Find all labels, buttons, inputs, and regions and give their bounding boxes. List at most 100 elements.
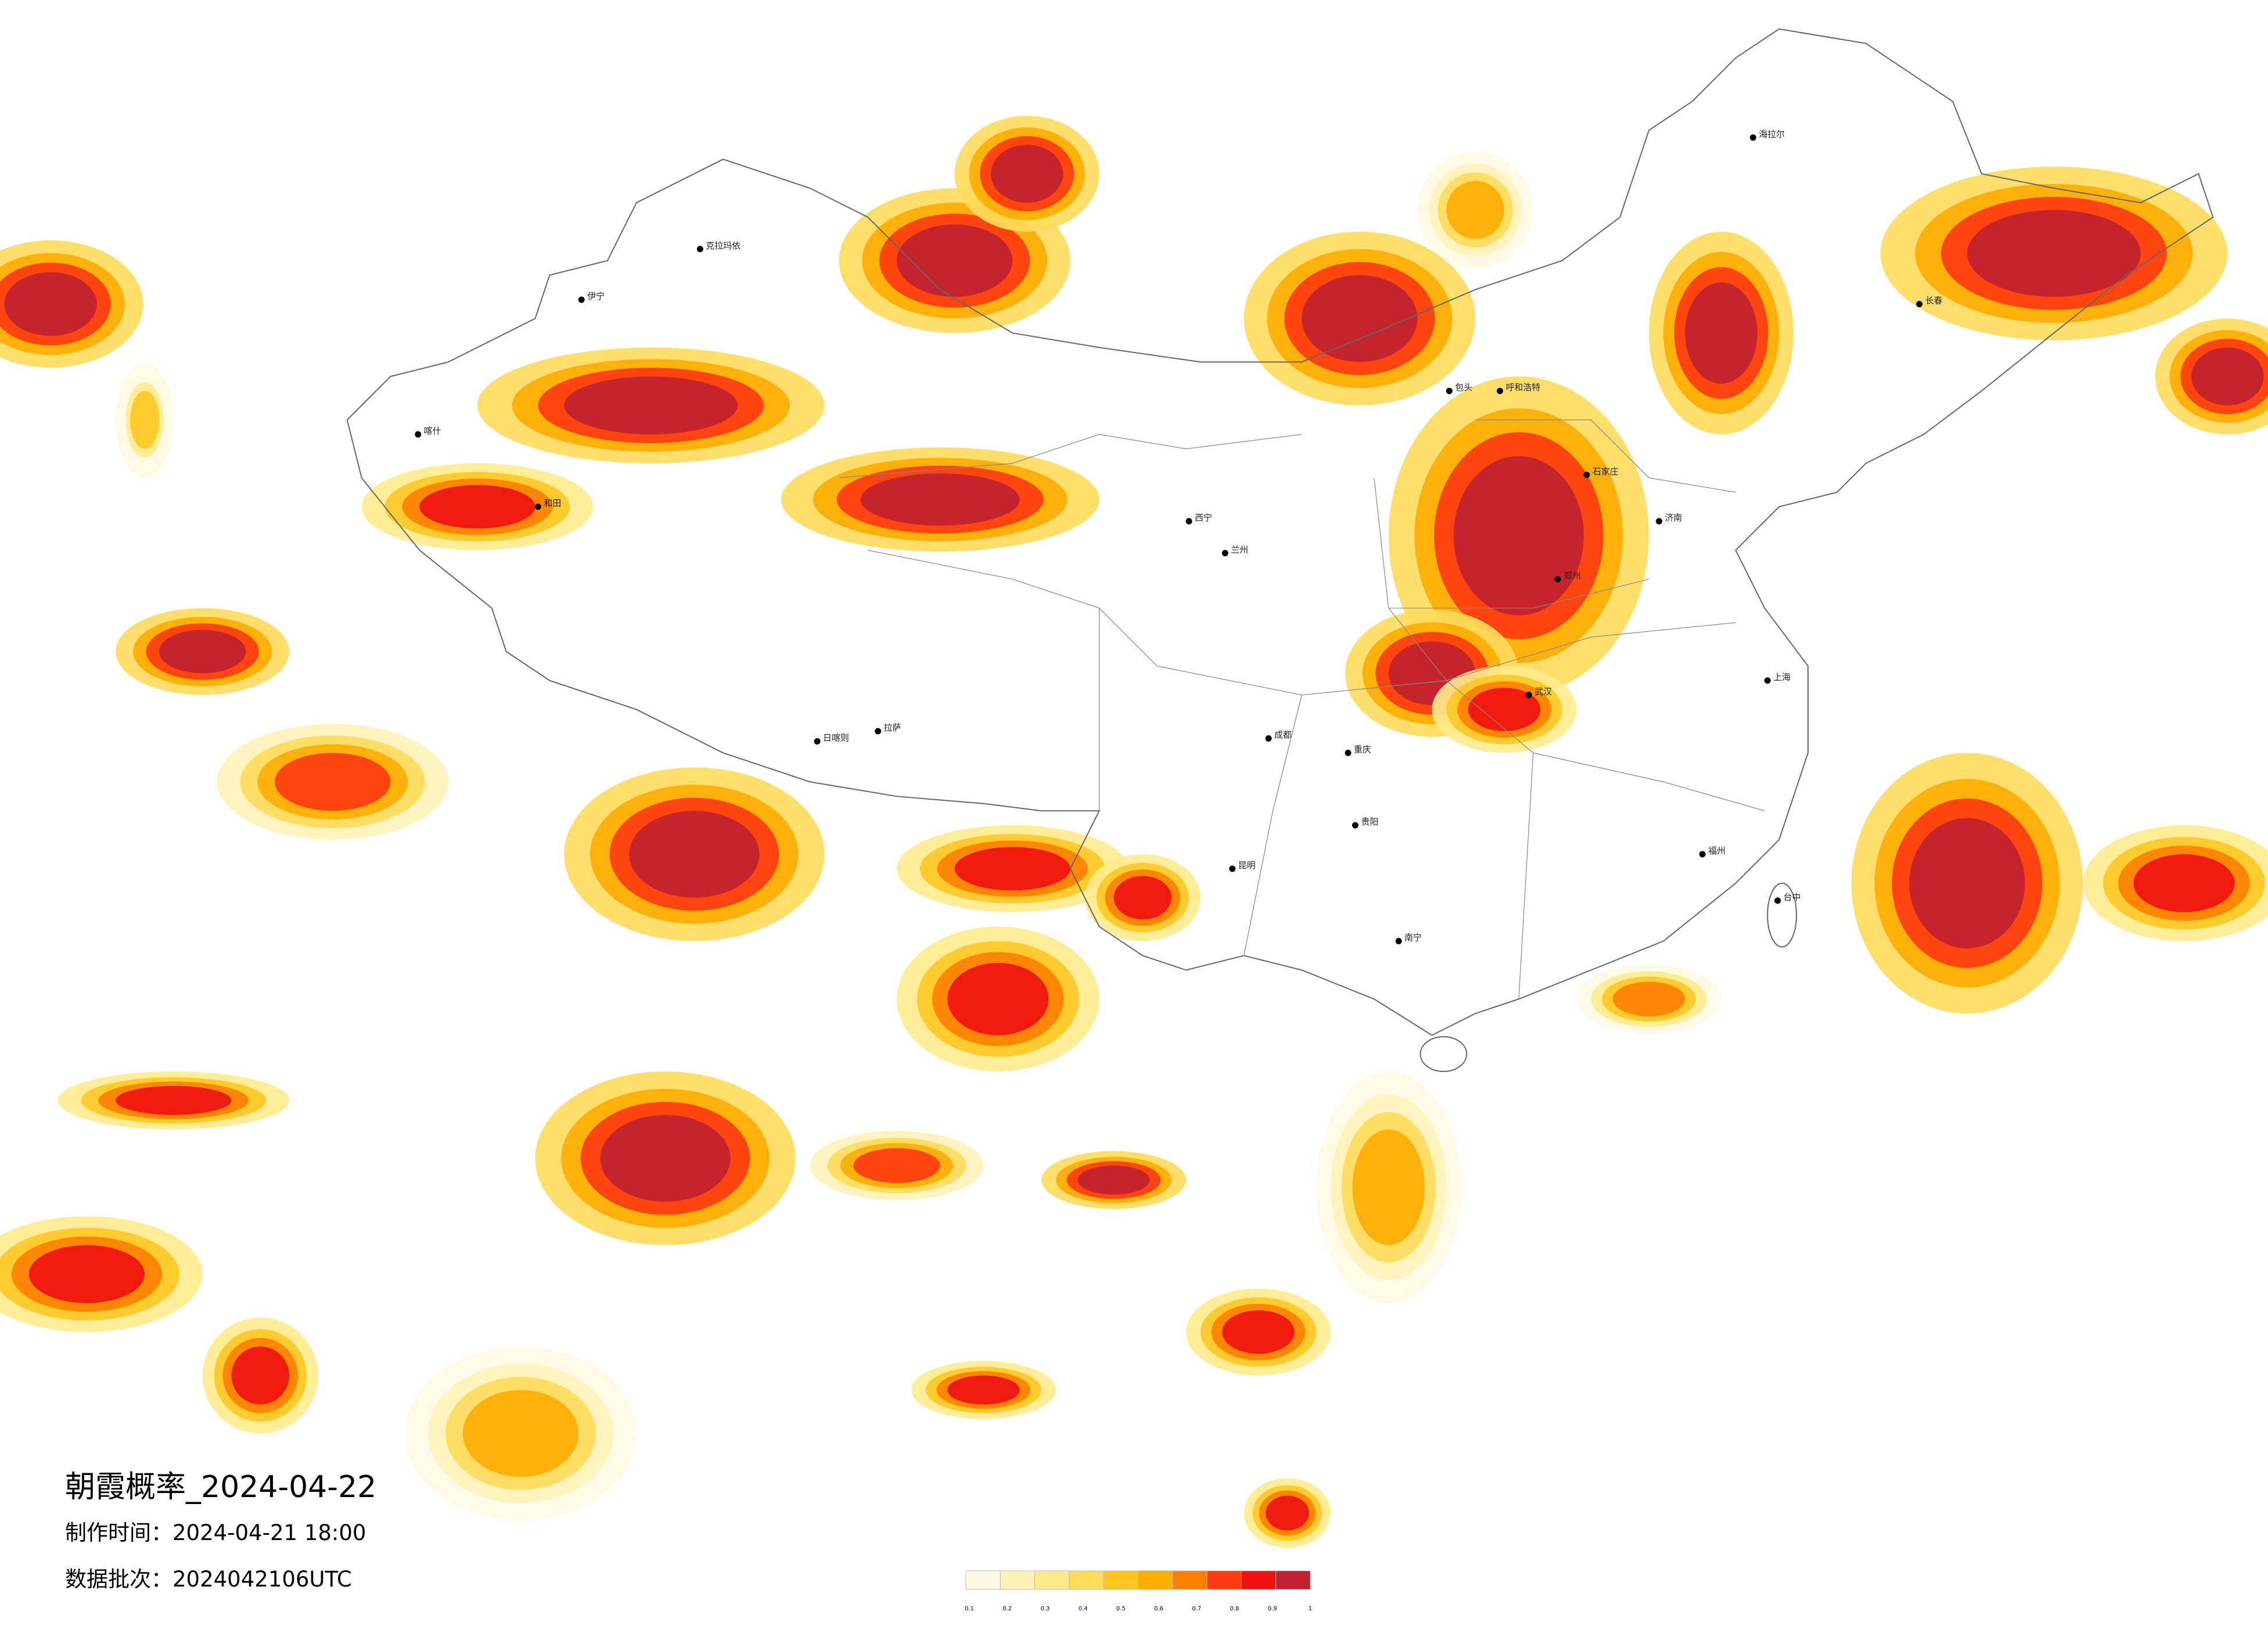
probability-blob xyxy=(231,1346,290,1405)
city-dot xyxy=(1916,301,1923,308)
probability-blob xyxy=(990,145,1063,203)
city-label: 台中 xyxy=(1784,892,1801,902)
colorbar-tick-label: 0.6 xyxy=(1154,1606,1163,1612)
city-dot xyxy=(1699,851,1706,858)
city-dot xyxy=(1352,822,1358,829)
probability-blob xyxy=(1612,981,1685,1017)
colorbar-tick-label: 0.4 xyxy=(1079,1606,1088,1612)
city-label: 郑州 xyxy=(1563,570,1581,581)
probability-blob xyxy=(275,753,391,811)
city-dot xyxy=(1583,472,1590,479)
colorbar-swatch xyxy=(1034,1570,1070,1590)
probability-blob xyxy=(1685,282,1757,384)
city-dot xyxy=(1497,387,1504,394)
colorbar-swatch xyxy=(1275,1570,1311,1590)
probability-blob xyxy=(947,963,1049,1035)
city-dot xyxy=(1525,692,1532,699)
city-dot xyxy=(1764,677,1771,684)
city-label: 长春 xyxy=(1925,296,1943,306)
colorbar-tick-label: 0.9 xyxy=(1268,1606,1277,1612)
city-dot xyxy=(1185,518,1192,525)
probability-blob xyxy=(1077,1165,1150,1195)
probability-blob xyxy=(1453,456,1584,616)
city-dot xyxy=(578,296,585,303)
probability-field xyxy=(0,116,2268,1548)
city-dot xyxy=(1221,549,1228,556)
probability-blob xyxy=(564,376,738,434)
city-label: 济南 xyxy=(1665,513,1682,523)
made-time: 制作时间：2024-04-21 18:00 xyxy=(65,1520,366,1545)
city-label: 石家庄 xyxy=(1593,466,1619,477)
city-dot xyxy=(1395,938,1402,945)
colorbar-swatch xyxy=(1206,1570,1242,1590)
city-label: 上海 xyxy=(1773,672,1791,682)
probability-blob xyxy=(1113,876,1172,920)
probability-blob xyxy=(954,847,1070,891)
probability-blob xyxy=(4,272,97,336)
colorbar-swatch xyxy=(1241,1570,1277,1590)
colorbar-swatch xyxy=(965,1570,1001,1590)
probability-blob xyxy=(1446,181,1505,239)
colorbar-tick-label: 1 xyxy=(1309,1606,1312,1612)
colorbar-tick-label: 0.8 xyxy=(1230,1606,1239,1612)
colorbar-tick-label: 0.2 xyxy=(1002,1606,1012,1612)
probability-blob xyxy=(159,629,246,674)
probability-blob xyxy=(1967,210,2141,297)
city-label: 南宁 xyxy=(1404,933,1422,943)
colorbar-tick-label: 0.5 xyxy=(1116,1606,1126,1612)
city-label: 西宁 xyxy=(1195,513,1212,523)
probability-blob xyxy=(897,224,1013,297)
city-dot xyxy=(1749,134,1756,141)
city-dot xyxy=(1229,865,1236,872)
colorbar-swatch xyxy=(1138,1570,1173,1590)
city-dot xyxy=(1554,575,1561,582)
city-dot xyxy=(1265,735,1272,742)
city-label: 拉萨 xyxy=(884,722,901,733)
city-label: 武汉 xyxy=(1534,686,1552,697)
city-label: 福州 xyxy=(1708,846,1726,856)
city-dot xyxy=(814,738,821,745)
probability-blob xyxy=(600,1114,731,1202)
colorbar-tick-label: 0.3 xyxy=(1040,1606,1049,1612)
city-label: 和田 xyxy=(544,498,561,509)
colorbar-swatch xyxy=(1000,1570,1036,1590)
city-dot xyxy=(415,431,422,438)
city-label: 喀什 xyxy=(424,426,441,436)
colorbar-swatch xyxy=(1172,1570,1207,1590)
city-dot xyxy=(696,246,703,253)
probability-blob xyxy=(1222,1310,1295,1354)
colorbar-tick-label: 0.1 xyxy=(965,1606,974,1612)
probability-blob xyxy=(116,1085,232,1115)
city-label: 兰州 xyxy=(1231,544,1248,555)
probability-blob xyxy=(1352,1129,1425,1246)
city-dot xyxy=(1656,518,1662,525)
city-dot xyxy=(1774,897,1781,904)
province-lines xyxy=(839,419,1765,999)
colorbar-swatch xyxy=(1069,1570,1104,1590)
city-label: 成都 xyxy=(1274,730,1292,740)
city-label: 海拉尔 xyxy=(1759,129,1785,139)
map-title: 朝霞概率_2024-04-22 xyxy=(65,1470,376,1505)
city-label: 伊宁 xyxy=(587,291,605,301)
probability-blob xyxy=(28,1245,145,1303)
batch: 数据批次：2024042106UTC xyxy=(65,1567,352,1592)
country-outline xyxy=(346,28,2214,1036)
colorbar-swatch xyxy=(1103,1570,1138,1590)
probability-blob xyxy=(2191,347,2264,406)
probability-blob xyxy=(853,1148,940,1183)
probability-blob xyxy=(2133,854,2235,912)
colorbar: 0.1 0.2 0.3 0.4 0.5 0.6 0.7 0.8 0.9 1 xyxy=(965,1570,1312,1612)
city-dot xyxy=(534,503,541,510)
city-label: 包头 xyxy=(1455,382,1472,393)
city-label: 日喀则 xyxy=(823,733,849,743)
probability-blob xyxy=(419,485,535,529)
probability-blob xyxy=(1909,818,2025,949)
hainan-outline xyxy=(1419,1036,1468,1073)
city-label: 克拉玛依 xyxy=(706,240,741,251)
probability-blob xyxy=(1302,275,1418,362)
colorbar-tick-label: 0.7 xyxy=(1192,1606,1201,1612)
